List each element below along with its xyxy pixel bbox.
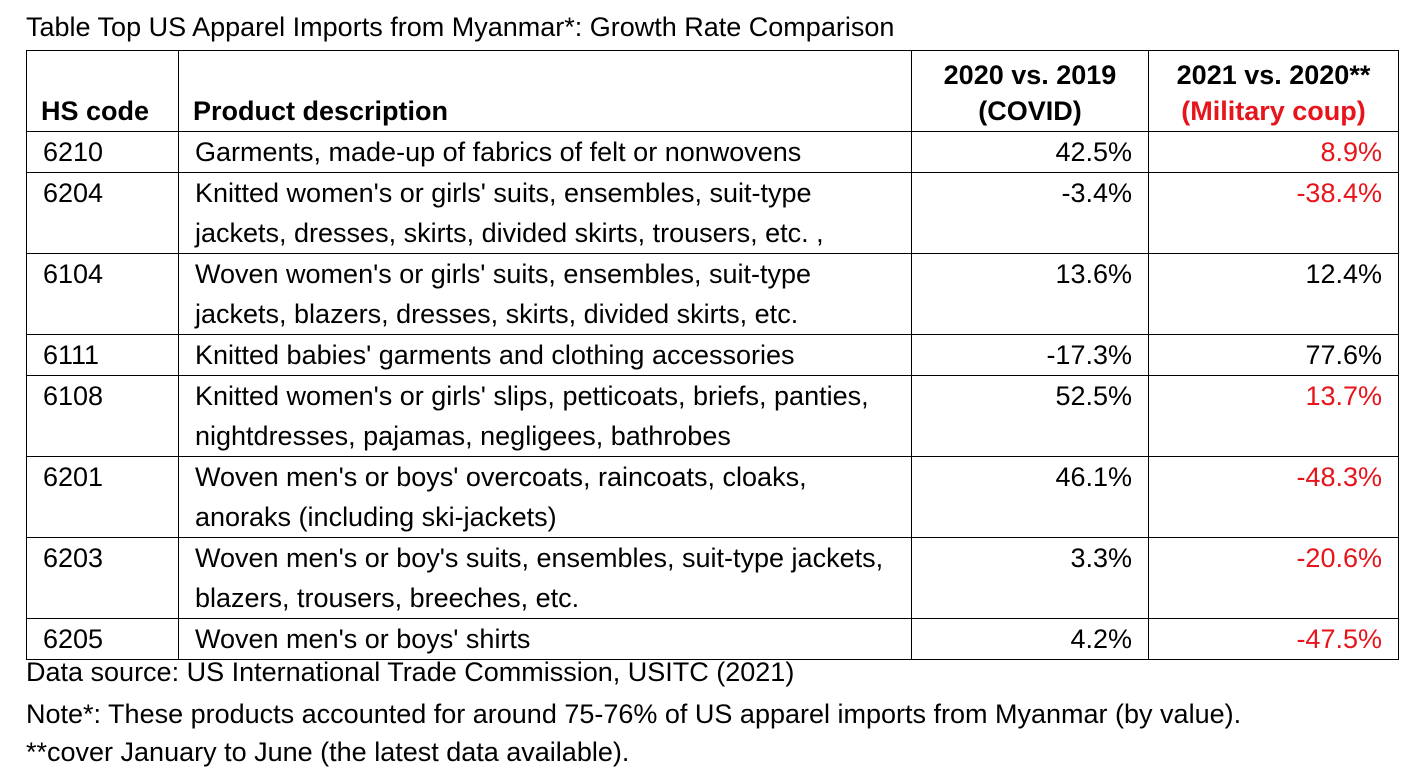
table-row: 6203 Woven men's or boy's suits, ensemble… bbox=[26, 537, 1399, 619]
hs-code-cell: 6201 bbox=[26, 456, 179, 538]
table-body: 6210 Garments, made-up of fabrics of felt… bbox=[26, 131, 1399, 660]
table-row: 6104 Woven women's or girls' suits, ensem… bbox=[26, 253, 1399, 335]
table-row: 6108 Knitted women's or girls' slips, pet… bbox=[26, 375, 1399, 457]
hs-code-cell: 6104 bbox=[26, 253, 179, 335]
growth-2021-vs-2020-cell: -47.5% bbox=[1148, 618, 1399, 660]
growth-2020-vs-2019-cell: 46.1% bbox=[911, 456, 1149, 538]
product-description-cell: Garments, made-up of fabrics of felt or … bbox=[178, 131, 912, 173]
growth-2020-vs-2019-cell: -3.4% bbox=[911, 172, 1149, 254]
table-header: HS code Product description 2020 vs. 201… bbox=[26, 50, 1399, 132]
growth-2021-vs-2020-cell: -38.4% bbox=[1148, 172, 1399, 254]
header-hs-code: HS code bbox=[26, 50, 179, 132]
hs-code-cell: 6203 bbox=[26, 537, 179, 619]
table-row: 6210 Garments, made-up of fabrics of felt… bbox=[26, 131, 1399, 173]
growth-2020-vs-2019-cell: 3.3% bbox=[911, 537, 1149, 619]
table-row: 6201 Woven men's or boys' overcoats, rain… bbox=[26, 456, 1399, 538]
product-description-cell: Woven men's or boys' overcoats, raincoat… bbox=[178, 456, 912, 538]
product-description-cell: Knitted women's or girls' slips, pettico… bbox=[178, 375, 912, 457]
growth-2021-vs-2020-cell: -20.6% bbox=[1148, 537, 1399, 619]
growth-2020-vs-2019-cell: 13.6% bbox=[911, 253, 1149, 335]
product-description-cell: Woven women's or girls' suits, ensembles… bbox=[178, 253, 912, 335]
growth-2020-vs-2019-cell: 52.5% bbox=[911, 375, 1149, 457]
header-2020-vs-2019: 2020 vs. 2019 (COVID) bbox=[911, 50, 1149, 132]
header-product-description: Product description bbox=[178, 50, 912, 132]
growth-2021-vs-2020-cell: 8.9% bbox=[1148, 131, 1399, 173]
product-description-cell: Knitted babies' garments and clothing ac… bbox=[178, 334, 912, 376]
growth-2021-vs-2020-cell: -48.3% bbox=[1148, 456, 1399, 538]
table-row: 6111 Knitted babies' garments and clothin… bbox=[26, 334, 1399, 376]
data-source-note: Data source: US International Trade Comm… bbox=[26, 657, 795, 687]
growth-rate-table: HS code Product description 2020 vs. 201… bbox=[26, 50, 1399, 660]
growth-2021-vs-2020-cell: 13.7% bbox=[1148, 375, 1399, 457]
header-2021-vs-2020: 2021 vs. 2020** (Military coup) bbox=[1148, 50, 1399, 132]
table-row: 6205 Woven men's or boys' shirts 4.2% -47.5… bbox=[26, 618, 1399, 660]
table-caption: Table Top US Apparel Imports from Myanma… bbox=[26, 12, 895, 42]
hs-code-cell: 6108 bbox=[26, 375, 179, 457]
header-military-coup-label: (Military coup) bbox=[1181, 96, 1366, 126]
header-covid-label: (COVID) bbox=[978, 96, 1082, 126]
product-description-cell: Woven men's or boys' shirts bbox=[178, 618, 912, 660]
hs-code-cell: 6210 bbox=[26, 131, 179, 173]
growth-2021-vs-2020-cell: 12.4% bbox=[1148, 253, 1399, 335]
header-row: HS code Product description 2020 vs. 201… bbox=[26, 50, 1399, 132]
hs-code-cell: 6205 bbox=[26, 618, 179, 660]
product-description-cell: Knitted women's or girls' suits, ensembl… bbox=[178, 172, 912, 254]
header-2021-vs-2020-label: 2021 vs. 2020** bbox=[1176, 60, 1371, 90]
growth-2020-vs-2019-cell: 42.5% bbox=[911, 131, 1149, 173]
hs-code-cell: 6111 bbox=[26, 334, 179, 376]
table-row: 6204 Knitted women's or girls' suits, ens… bbox=[26, 172, 1399, 254]
product-description-cell: Woven men's or boy's suits, ensembles, s… bbox=[178, 537, 912, 619]
growth-2021-vs-2020-cell: 77.6% bbox=[1148, 334, 1399, 376]
growth-2020-vs-2019-cell: 4.2% bbox=[911, 618, 1149, 660]
header-2020-vs-2019-label: 2020 vs. 2019 bbox=[943, 60, 1117, 90]
hs-code-cell: 6204 bbox=[26, 172, 179, 254]
growth-2020-vs-2019-cell: -17.3% bbox=[911, 334, 1149, 376]
period-note: **cover January to June (the latest data… bbox=[26, 737, 630, 767]
share-note: Note*: These products accounted for arou… bbox=[26, 699, 1242, 729]
